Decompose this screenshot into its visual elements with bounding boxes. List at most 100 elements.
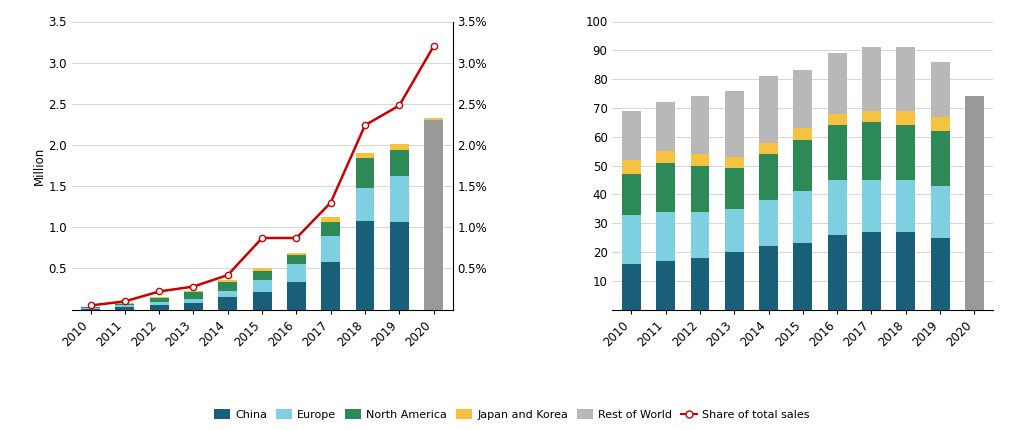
Bar — [355, 158, 375, 188]
Bar — [116, 303, 134, 304]
Bar — [355, 221, 375, 310]
Bar — [322, 218, 340, 221]
Bar — [622, 264, 641, 310]
Bar — [184, 299, 203, 303]
Bar — [150, 302, 169, 305]
Bar — [424, 120, 443, 310]
Bar — [725, 209, 743, 252]
Y-axis label: Million: Million — [33, 147, 45, 184]
Bar — [931, 62, 949, 117]
Bar — [253, 268, 271, 271]
Bar — [759, 200, 778, 246]
Bar — [862, 122, 881, 180]
Bar — [931, 131, 949, 186]
Bar — [690, 258, 710, 310]
Bar — [322, 237, 340, 262]
Bar — [218, 280, 238, 282]
Bar — [218, 282, 238, 292]
Bar — [184, 292, 203, 299]
Bar — [355, 188, 375, 221]
Bar — [184, 303, 203, 310]
Bar — [253, 271, 271, 280]
Bar — [827, 53, 847, 114]
Bar — [116, 304, 134, 305]
Bar — [794, 128, 812, 140]
Bar — [253, 292, 271, 310]
Bar — [931, 186, 949, 237]
Bar — [424, 146, 443, 207]
Bar — [622, 215, 641, 264]
Bar — [322, 221, 340, 237]
Bar — [622, 174, 641, 215]
Bar — [656, 261, 675, 310]
Bar — [931, 237, 949, 310]
Bar — [862, 111, 881, 122]
Bar — [759, 154, 778, 200]
Bar — [355, 153, 375, 158]
Bar — [862, 47, 881, 111]
Bar — [965, 134, 984, 186]
Bar — [81, 307, 100, 308]
Bar — [116, 305, 134, 307]
Bar — [965, 122, 984, 134]
Bar — [725, 169, 743, 209]
Bar — [656, 102, 675, 151]
Bar — [424, 207, 443, 310]
Bar — [390, 176, 409, 222]
Bar — [827, 180, 847, 235]
Bar — [896, 180, 915, 232]
Bar — [759, 76, 778, 142]
Bar — [827, 235, 847, 310]
Bar — [759, 246, 778, 310]
Bar — [896, 232, 915, 310]
Bar — [287, 264, 306, 282]
Bar — [656, 151, 675, 163]
Bar — [827, 125, 847, 180]
Bar — [287, 253, 306, 255]
Bar — [965, 186, 984, 237]
Bar — [150, 297, 169, 298]
Bar — [390, 150, 409, 176]
Bar — [622, 160, 641, 174]
Bar — [931, 117, 949, 131]
Bar — [965, 237, 984, 310]
Bar — [656, 163, 675, 212]
Bar — [424, 121, 443, 146]
Bar — [862, 232, 881, 310]
Bar — [622, 111, 641, 160]
Bar — [184, 291, 203, 292]
Bar — [794, 140, 812, 191]
Bar — [794, 243, 812, 310]
Bar — [725, 157, 743, 169]
Bar — [81, 309, 100, 310]
Bar — [896, 125, 915, 180]
Bar — [218, 297, 238, 310]
Bar — [218, 292, 238, 297]
Bar — [725, 91, 743, 157]
Bar — [424, 118, 443, 121]
Bar — [862, 180, 881, 232]
Bar — [116, 307, 134, 310]
Bar — [690, 154, 710, 166]
Bar — [322, 262, 340, 310]
Bar — [690, 166, 710, 212]
Bar — [794, 71, 812, 128]
Bar — [287, 255, 306, 264]
Bar — [656, 212, 675, 261]
Bar — [794, 191, 812, 243]
Bar — [896, 111, 915, 125]
Bar — [896, 47, 915, 111]
Bar — [390, 222, 409, 310]
Bar — [690, 212, 710, 258]
Bar — [690, 96, 710, 154]
Bar — [81, 308, 100, 309]
Legend: China, Europe, North America, Japan and Korea, Rest of World, Share of total sal: China, Europe, North America, Japan and … — [210, 405, 814, 424]
Bar — [965, 96, 984, 310]
Bar — [965, 96, 984, 122]
Bar — [253, 280, 271, 292]
Bar — [759, 142, 778, 154]
Bar — [827, 114, 847, 125]
Bar — [390, 144, 409, 150]
Bar — [725, 252, 743, 310]
Bar — [150, 305, 169, 310]
